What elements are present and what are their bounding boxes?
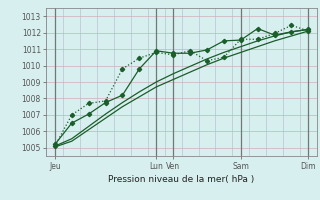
X-axis label: Pression niveau de la mer( hPa ): Pression niveau de la mer( hPa ) [108, 175, 255, 184]
